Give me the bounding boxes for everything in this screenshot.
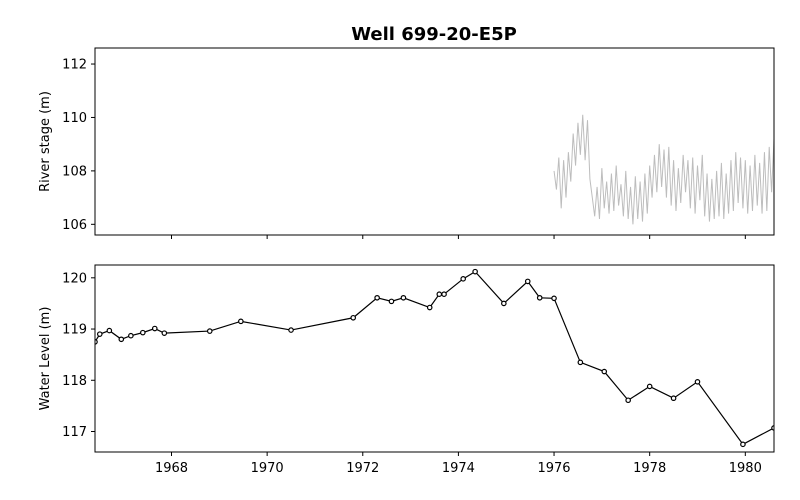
water-level-frame — [94, 264, 775, 453]
river-stage-plot-area — [553, 114, 774, 225]
water-level-data-point — [436, 291, 443, 298]
water-level-panel: 117 118 119 120 1968 1970 1972 1974 1976 1978 198… — [38, 264, 775, 476]
water-level-data-point — [501, 300, 507, 307]
water-level-data-point — [151, 325, 158, 332]
water-level-plot-area — [95, 268, 774, 448]
water-level-data-point — [441, 291, 447, 298]
water-level-data-point — [694, 379, 701, 385]
water-level-data-point — [238, 318, 244, 325]
water-level-data-point — [524, 278, 531, 285]
water-level-data-point — [288, 327, 294, 333]
water-level-data-point — [96, 331, 103, 337]
water-level-y-tick-label: 119 — [62, 323, 87, 338]
water-level-series-line — [95, 270, 774, 446]
water-level-x-tick-label: 1970 — [251, 461, 284, 476]
water-level-y-tick-label: 120 — [62, 271, 87, 286]
water-level-x-tick-label: 1968 — [155, 461, 188, 476]
water-level-x-ticks: 1968 1970 1972 1974 1976 1978 1980 — [155, 452, 762, 476]
water-level-data-point — [601, 368, 608, 375]
water-level-y-tick-label: 117 — [62, 425, 87, 440]
water-level-y-axis-label: Water Level (m) — [38, 307, 53, 411]
water-level-data-point — [106, 327, 113, 334]
chart-title: Well 699-20-E5P — [351, 24, 517, 45]
river-stage-frame — [94, 47, 775, 236]
water-level-y-ticks: 117 118 119 120 — [62, 271, 95, 440]
river-stage-y-tick-label: 112 — [62, 58, 87, 73]
river-stage-y-tick-label: 106 — [62, 218, 87, 233]
water-level-x-tick-label: 1972 — [346, 461, 379, 476]
river-stage-y-ticks: 106 108 110 112 — [62, 58, 95, 233]
water-level-y-tick-label: 118 — [62, 374, 87, 389]
river-stage-y-tick-label: 108 — [62, 164, 87, 179]
water-level-data-point — [350, 314, 357, 321]
water-level-data-point — [426, 304, 433, 311]
water-level-data-point — [161, 330, 168, 336]
water-level-data-point — [625, 397, 631, 404]
water-level-data-point — [388, 298, 395, 305]
water-level-x-tick-label: 1980 — [729, 461, 762, 476]
water-level-data-point — [472, 268, 478, 275]
river-stage-panel: 106 108 110 112 River stage (m) — [38, 47, 775, 239]
water-level-data-point — [118, 336, 125, 343]
river-stage-series-line — [553, 114, 774, 225]
river-stage-x-ticks — [171, 235, 746, 239]
water-level-data-point — [551, 295, 557, 302]
water-level-data-point — [536, 294, 543, 301]
water-level-data-point — [128, 332, 134, 339]
water-level-x-tick-label: 1976 — [537, 461, 570, 476]
water-level-data-point — [140, 329, 146, 336]
river-stage-y-tick-label: 110 — [62, 111, 87, 126]
river-stage-y-axis-label: River stage (m) — [38, 91, 53, 192]
water-level-data-point — [460, 276, 466, 282]
water-level-data-point — [206, 328, 213, 334]
water-level-data-point — [374, 294, 380, 301]
water-level-data-point — [670, 395, 677, 402]
water-level-data-point — [646, 383, 653, 390]
water-level-x-tick-label: 1974 — [442, 461, 475, 476]
water-level-x-tick-label: 1978 — [633, 461, 666, 476]
water-level-data-point — [400, 294, 407, 301]
water-level-data-point — [577, 359, 584, 366]
water-level-data-point — [740, 441, 746, 448]
